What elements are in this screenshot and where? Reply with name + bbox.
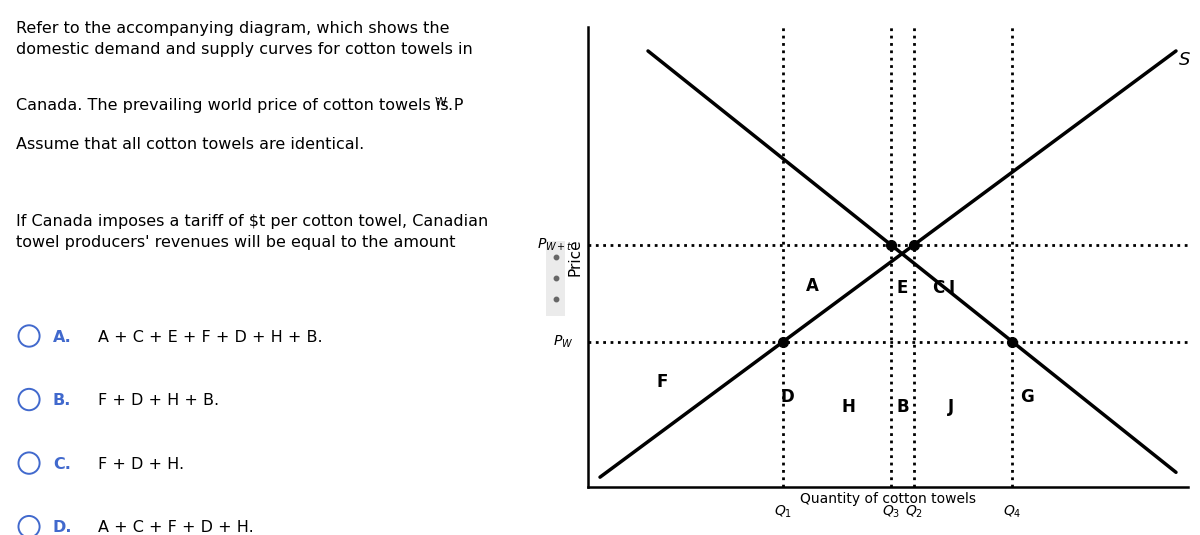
Text: A.: A.: [53, 330, 72, 345]
Text: B.: B.: [53, 393, 71, 408]
X-axis label: Quantity of cotton towels: Quantity of cotton towels: [800, 492, 976, 507]
Text: F + D + H.: F + D + H.: [97, 457, 184, 472]
Text: $P_{W+t}$: $P_{W+t}$: [536, 236, 574, 253]
Text: I: I: [948, 279, 954, 297]
Text: .: .: [448, 98, 452, 113]
Text: Canada. The prevailing world price of cotton towels is P: Canada. The prevailing world price of co…: [16, 98, 463, 113]
Text: G: G: [1020, 388, 1034, 406]
Text: D.: D.: [53, 520, 72, 535]
FancyBboxPatch shape: [544, 232, 568, 325]
Text: $Q_4$: $Q_4$: [1003, 504, 1021, 520]
Text: H: H: [841, 398, 856, 416]
Text: S: S: [1178, 51, 1190, 69]
Y-axis label: Price: Price: [568, 238, 582, 276]
Text: B: B: [896, 398, 908, 416]
Text: A + C + E + F + D + H + B.: A + C + E + F + D + H + B.: [97, 330, 323, 345]
Text: $P_W$: $P_W$: [553, 333, 574, 350]
Text: $Q_1$: $Q_1$: [774, 504, 792, 520]
Text: Refer to the accompanying diagram, which shows the
domestic demand and supply cu: Refer to the accompanying diagram, which…: [16, 21, 473, 57]
Text: E: E: [896, 279, 908, 297]
Text: If Canada imposes a tariff of $t per cotton towel, Canadian
towel producers' rev: If Canada imposes a tariff of $t per cot…: [16, 214, 488, 250]
Text: $Q_2$: $Q_2$: [905, 504, 923, 520]
Text: C.: C.: [53, 457, 71, 472]
Text: F + D + H + B.: F + D + H + B.: [97, 393, 218, 408]
Text: F: F: [656, 373, 668, 391]
Text: A: A: [806, 277, 820, 295]
Text: J: J: [948, 398, 954, 416]
Text: $Q_3$: $Q_3$: [882, 504, 900, 520]
Text: A + C + F + D + H.: A + C + F + D + H.: [97, 520, 253, 535]
Text: W: W: [436, 96, 446, 109]
Text: D: D: [780, 388, 794, 406]
Text: Assume that all cotton towels are identical.: Assume that all cotton towels are identi…: [16, 137, 364, 152]
Text: C: C: [932, 279, 944, 297]
